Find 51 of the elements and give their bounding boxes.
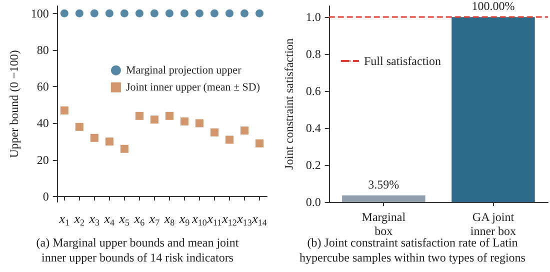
point	[120, 144, 128, 153]
point	[240, 9, 248, 18]
y-axis-title: Joint constraint satisfaction	[282, 38, 296, 170]
point	[150, 116, 158, 124]
point	[165, 112, 174, 120]
point	[165, 9, 174, 18]
data-label: 3.59%	[368, 177, 400, 192]
point	[240, 126, 248, 135]
point	[180, 117, 188, 126]
point	[180, 9, 188, 18]
point	[60, 9, 68, 18]
y-tick-label: 0.6	[306, 84, 321, 98]
point	[75, 9, 84, 18]
point	[150, 9, 158, 18]
point	[60, 106, 68, 114]
point	[256, 9, 264, 18]
point	[135, 9, 144, 18]
text: (b) Joint constraint satisfaction rate of Latin hypercube samples within two types of regions	[300, 236, 526, 264]
point	[225, 9, 234, 18]
point	[75, 122, 84, 131]
y-tick-label: 80	[36, 42, 49, 57]
point	[255, 139, 264, 148]
y-tick-label: 0.4	[306, 121, 321, 136]
point	[195, 9, 204, 18]
legend-label: Marginal projection upper	[126, 64, 242, 76]
point	[210, 128, 218, 136]
y-tick-label: 60	[36, 80, 49, 94]
y-tick-label: 0.8	[306, 47, 321, 62]
point	[90, 9, 98, 18]
legend-label: Joint inner upper (mean ± SD)	[126, 81, 260, 94]
y-tick-label: 0	[42, 190, 49, 204]
point	[225, 136, 234, 144]
y-tick-label: 40	[36, 116, 49, 130]
point	[195, 119, 204, 128]
point	[90, 134, 98, 142]
point	[105, 9, 114, 18]
data-label: 100.00%	[472, 0, 515, 14]
x-tick-label: Marginal box	[362, 210, 406, 238]
point	[120, 9, 128, 18]
y-tick-label: 0.2	[306, 158, 321, 172]
point	[105, 138, 114, 146]
y-tick-label: 0.0	[306, 195, 321, 209]
y-tick-label: 100	[30, 6, 49, 20]
legend-label: Full satisfaction	[364, 54, 441, 68]
y-tick-label: 20	[36, 152, 49, 167]
y-tick-label: 1.0	[306, 10, 321, 24]
point	[210, 9, 218, 18]
point	[135, 112, 144, 120]
text: (a) Marginal upper bounds and mean joint inner upper bounds of 14 risk indicators	[36, 236, 240, 264]
x-tick-label: GA joint inner box	[470, 210, 516, 238]
y-axis-title: Upper bound (0 −100)	[7, 50, 21, 158]
